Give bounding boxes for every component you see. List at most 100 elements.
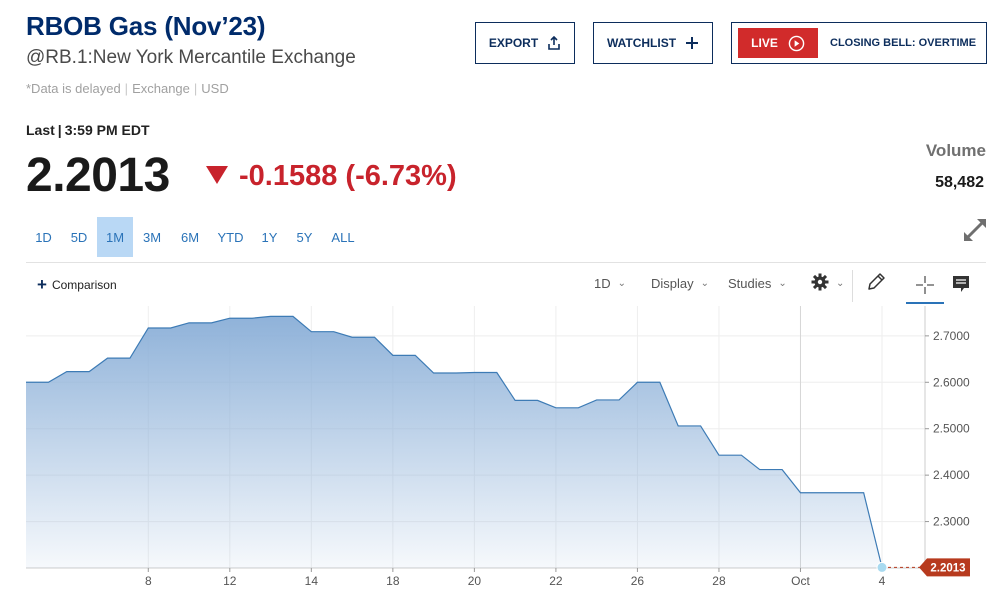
price-point	[146, 325, 151, 330]
y-axis: 2.7000 2.6000 2.5000 2.4000 2.3000	[925, 329, 970, 529]
range-tab-5d[interactable]: 5D	[70, 229, 88, 245]
y-tick-label: 2.4000	[933, 468, 970, 482]
range-tab-5y[interactable]: 5Y	[296, 229, 313, 245]
last-trade-label: Last | 3:59 PM EDT	[26, 122, 150, 138]
range-tabs: 1D 5D 1M 3M 6M YTD 1Y 5Y ALL	[26, 217, 364, 257]
range-tab-3m[interactable]: 3M	[142, 229, 162, 245]
page-title: RBOB Gas (Nov’23)	[26, 11, 266, 41]
y-tick-label: 2.7000	[933, 329, 970, 343]
last-divider: |	[57, 122, 62, 138]
export-label: EXPORT	[488, 36, 539, 50]
down-arrow-icon	[206, 166, 228, 184]
last-price-marker: 2.2013	[876, 558, 970, 577]
x-tick-label: 20	[468, 574, 482, 588]
live-show-title: CLOSING BELL: OVERTIME	[830, 37, 977, 49]
last-price-dot	[876, 561, 888, 573]
annotation-tool-button[interactable]	[951, 274, 971, 297]
range-tab-1d[interactable]: 1D	[35, 229, 52, 245]
price-point	[431, 371, 436, 376]
comparison-label: Comparison	[51, 278, 117, 292]
chevron-down-icon: ⌄	[617, 278, 627, 289]
price-point	[513, 398, 518, 403]
crosshair-tool-button[interactable]	[906, 270, 944, 304]
price-point	[676, 423, 681, 428]
watchlist-button[interactable]: WATCHLIST	[593, 22, 713, 64]
meta-divider: |	[124, 81, 129, 96]
y-tick-label: 2.5000	[933, 422, 970, 436]
last-price-tag-label: 2.2013	[930, 562, 965, 574]
toolbar-separator	[852, 270, 853, 302]
y-tick-label: 2.3000	[933, 515, 970, 529]
last-price: 2.2013	[26, 149, 170, 202]
price-point	[64, 369, 69, 374]
price-point	[716, 453, 721, 458]
data-meta: *Data is delayed | Exchange | USD	[26, 81, 229, 96]
exchange-note: Exchange	[132, 81, 190, 96]
x-tick-label: 8	[145, 574, 152, 588]
price-point	[187, 320, 192, 325]
expand-icon[interactable]	[961, 216, 989, 244]
interval-label: 1D	[594, 276, 611, 291]
currency-note: USD	[201, 81, 229, 96]
studies-label: Studies	[728, 276, 772, 291]
watchlist-label: WATCHLIST	[606, 36, 677, 50]
price-point	[472, 370, 477, 375]
comment-icon	[951, 274, 971, 297]
live-label: LIVE	[751, 36, 778, 50]
live-tv-button[interactable]: LIVE CLOSING BELL: OVERTIME	[731, 22, 987, 64]
price-point	[635, 380, 640, 385]
last-time: 3:59 PM EDT	[64, 122, 150, 138]
meta-divider: |	[193, 81, 198, 96]
delay-note: *Data is delayed	[26, 81, 121, 96]
x-tick-label: 28	[712, 574, 726, 588]
price-area	[26, 316, 882, 568]
price-point	[105, 356, 110, 361]
plus-icon: +	[37, 275, 47, 294]
range-tab-1y[interactable]: 1Y	[261, 229, 278, 245]
export-button[interactable]: EXPORT	[475, 22, 575, 64]
plus-icon	[685, 36, 699, 50]
range-tab-6m[interactable]: 6M	[180, 229, 200, 245]
price-point	[227, 316, 232, 321]
x-tick-label: Oct	[791, 574, 810, 588]
price-point	[268, 314, 273, 319]
y-tick-label: 2.6000	[933, 375, 970, 389]
draw-tool-button[interactable]	[866, 272, 886, 295]
x-tick-label: 12	[223, 574, 237, 588]
chevron-down-icon: ⌄	[778, 278, 787, 289]
price-chart[interactable]: 2.7000 2.6000 2.5000 2.4000 2.3000 8 12 14 18 20…	[0, 306, 1002, 596]
price-point	[798, 490, 803, 495]
price-point	[757, 467, 762, 472]
price-change: -0.1588 (-6.73%)	[239, 160, 457, 192]
last-price-tag	[919, 558, 970, 577]
display-label: Display	[651, 276, 694, 291]
price-point	[24, 380, 29, 385]
studies-dropdown[interactable]: Studies ⌄	[728, 276, 787, 291]
price-point	[350, 335, 355, 340]
settings-dropdown[interactable]: ⌄	[811, 273, 844, 294]
x-tick-label: 4	[879, 574, 886, 588]
interval-dropdown[interactable]: 1D ⌄	[594, 276, 626, 291]
chevron-down-icon: ⌄	[700, 278, 710, 289]
exchange-subtitle: @RB.1:New York Mercantile Exchange	[26, 47, 356, 68]
live-badge: LIVE	[738, 28, 818, 58]
price-point	[594, 397, 599, 402]
play-circle-icon	[788, 35, 805, 52]
range-tab-1m[interactable]: 1M	[97, 217, 133, 257]
volume-label: Volume	[925, 141, 986, 160]
last-label: Last	[26, 122, 55, 138]
gear-icon	[811, 273, 829, 294]
comparison-button[interactable]: + Comparison	[37, 275, 117, 294]
pencil-icon	[866, 272, 886, 295]
price-line	[26, 315, 883, 568]
x-tick-label: 14	[305, 574, 319, 588]
display-dropdown[interactable]: Display ⌄	[651, 276, 709, 291]
crosshair-icon	[915, 275, 935, 298]
x-tick-label: 26	[631, 574, 645, 588]
range-tab-ytd[interactable]: YTD	[217, 229, 244, 245]
range-tab-all[interactable]: ALL	[331, 229, 355, 245]
share-icon	[547, 36, 561, 50]
x-axis: 8 12 14 18 20 22 26 28 Oct 4	[145, 568, 886, 588]
volume-value: 58,482	[935, 174, 984, 191]
x-tick-label: 22	[549, 574, 563, 588]
